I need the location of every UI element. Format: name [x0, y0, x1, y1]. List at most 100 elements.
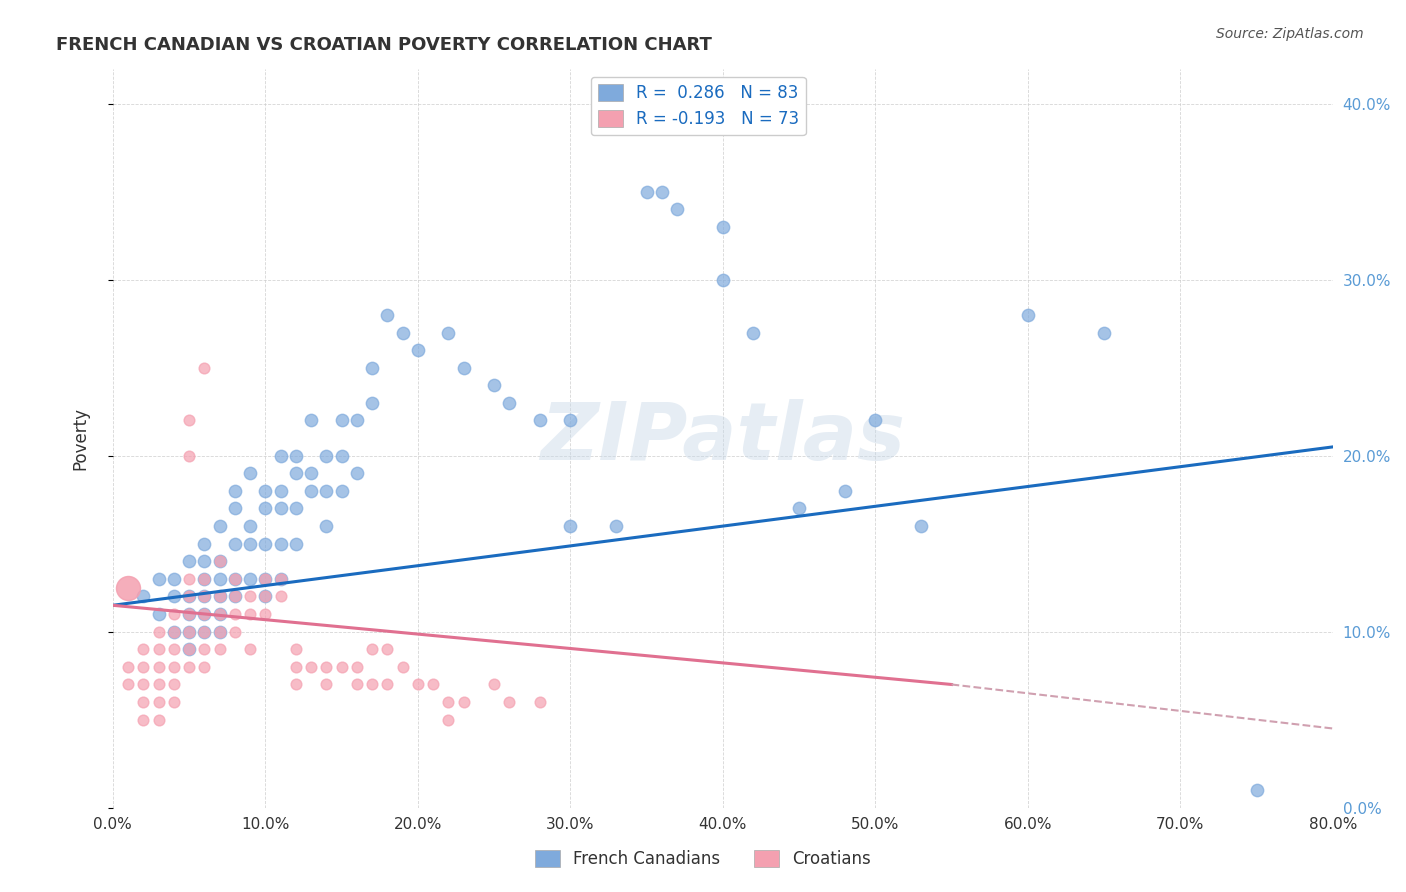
Point — [315, 483, 337, 498]
Point — [406, 343, 429, 357]
Point — [117, 677, 139, 691]
Point — [529, 695, 551, 709]
Point — [270, 572, 292, 586]
Point — [163, 695, 186, 709]
Point — [177, 413, 200, 427]
Point — [239, 607, 262, 621]
Point — [193, 642, 215, 657]
Point — [239, 519, 262, 533]
Point — [208, 590, 231, 604]
Point — [224, 572, 246, 586]
Point — [163, 624, 186, 639]
Point — [163, 642, 186, 657]
Point — [361, 677, 384, 691]
Point — [193, 607, 215, 621]
Point — [177, 449, 200, 463]
Point — [132, 660, 155, 674]
Point — [270, 501, 292, 516]
Point — [177, 572, 200, 586]
Point — [148, 677, 170, 691]
Point — [239, 642, 262, 657]
Point — [208, 554, 231, 568]
Point — [148, 660, 170, 674]
Legend: R =  0.286   N = 83, R = -0.193   N = 73: R = 0.286 N = 83, R = -0.193 N = 73 — [591, 77, 806, 135]
Point — [224, 624, 246, 639]
Point — [177, 642, 200, 657]
Point — [375, 642, 398, 657]
Point — [391, 326, 413, 340]
Point — [299, 660, 322, 674]
Point — [132, 695, 155, 709]
Point — [453, 360, 475, 375]
Point — [177, 607, 200, 621]
Point — [224, 537, 246, 551]
Point — [865, 413, 887, 427]
Point — [193, 554, 215, 568]
Point — [224, 572, 246, 586]
Point — [132, 590, 155, 604]
Point — [498, 396, 520, 410]
Point — [391, 660, 413, 674]
Point — [910, 519, 932, 533]
Point — [193, 590, 215, 604]
Point — [346, 660, 368, 674]
Point — [163, 624, 186, 639]
Point — [529, 413, 551, 427]
Point — [177, 590, 200, 604]
Point — [284, 449, 307, 463]
Point — [132, 642, 155, 657]
Point — [453, 695, 475, 709]
Point — [299, 413, 322, 427]
Point — [1017, 308, 1039, 322]
Point — [437, 713, 460, 727]
Point — [148, 642, 170, 657]
Point — [330, 483, 353, 498]
Point — [254, 590, 277, 604]
Point — [651, 185, 673, 199]
Text: FRENCH CANADIAN VS CROATIAN POVERTY CORRELATION CHART: FRENCH CANADIAN VS CROATIAN POVERTY CORR… — [56, 36, 711, 54]
Point — [193, 607, 215, 621]
Point — [208, 607, 231, 621]
Point — [132, 713, 155, 727]
Point — [742, 326, 765, 340]
Point — [163, 590, 186, 604]
Point — [498, 695, 520, 709]
Point — [437, 695, 460, 709]
Legend: French Canadians, Croatians: French Canadians, Croatians — [529, 843, 877, 875]
Point — [177, 624, 200, 639]
Point — [406, 677, 429, 691]
Point — [177, 607, 200, 621]
Point — [636, 185, 658, 199]
Point — [254, 483, 277, 498]
Point — [361, 642, 384, 657]
Point — [560, 519, 582, 533]
Point — [254, 607, 277, 621]
Point — [834, 483, 856, 498]
Point — [208, 624, 231, 639]
Point — [299, 483, 322, 498]
Point — [208, 590, 231, 604]
Point — [330, 449, 353, 463]
Point — [193, 572, 215, 586]
Point — [330, 660, 353, 674]
Point — [711, 273, 734, 287]
Point — [284, 660, 307, 674]
Point — [711, 219, 734, 234]
Point — [361, 360, 384, 375]
Point — [208, 519, 231, 533]
Point — [193, 590, 215, 604]
Point — [208, 642, 231, 657]
Point — [254, 537, 277, 551]
Point — [193, 624, 215, 639]
Point — [208, 572, 231, 586]
Point — [346, 413, 368, 427]
Point — [284, 537, 307, 551]
Point — [177, 590, 200, 604]
Point — [117, 581, 139, 595]
Point — [330, 413, 353, 427]
Point — [193, 360, 215, 375]
Point — [239, 537, 262, 551]
Point — [787, 501, 810, 516]
Point — [239, 572, 262, 586]
Point — [254, 501, 277, 516]
